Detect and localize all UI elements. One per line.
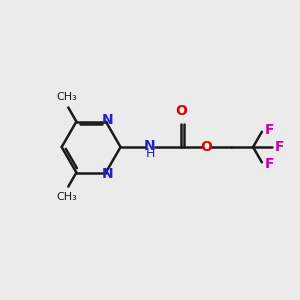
Text: F: F xyxy=(265,123,274,137)
Text: F: F xyxy=(265,157,274,171)
Text: F: F xyxy=(275,140,285,154)
Text: O: O xyxy=(175,104,187,118)
Text: CH₃: CH₃ xyxy=(56,192,77,202)
Text: N: N xyxy=(101,113,113,127)
Text: H: H xyxy=(145,147,155,160)
Text: N: N xyxy=(144,139,156,153)
Text: O: O xyxy=(200,140,212,154)
Text: N: N xyxy=(101,167,113,181)
Text: CH₃: CH₃ xyxy=(56,92,77,102)
